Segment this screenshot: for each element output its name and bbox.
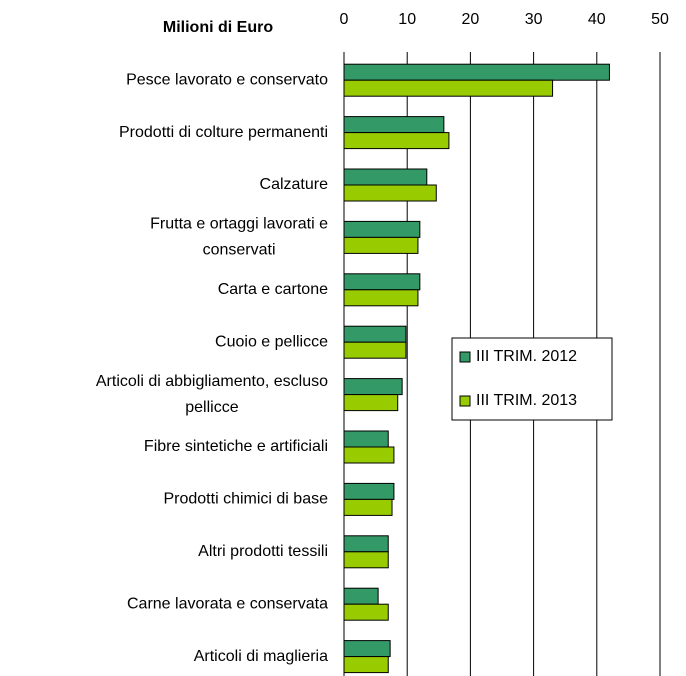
bar: [343, 482, 395, 500]
y-tick-label: conservati: [203, 242, 276, 259]
x-tick-label: 20: [462, 11, 480, 28]
bar: [343, 289, 419, 307]
x-tick-label: 0: [340, 11, 349, 28]
y-tick-label: Altri prodotti tessili: [198, 543, 328, 560]
bar: [343, 535, 389, 553]
y-tick-label: Calzature: [260, 176, 329, 193]
y-tick-label: Articoli di maglieria: [194, 648, 328, 665]
legend-label: III TRIM. 2013: [476, 392, 577, 409]
y-tick-label: Carne lavorata e conservata: [127, 595, 328, 612]
legend-swatch: [459, 395, 471, 407]
y-tick-label: pellicce: [185, 399, 238, 416]
bar: [343, 184, 437, 202]
bar: [343, 394, 399, 412]
x-tick-label: 50: [651, 11, 669, 28]
bar: [343, 656, 389, 674]
bar: [343, 236, 419, 254]
bar: [343, 168, 428, 186]
y-tick-label: Prodotti di colture permanenti: [119, 124, 328, 141]
y-tick-label: Carta e cartone: [218, 281, 328, 298]
legend-label: III TRIM. 2012: [476, 348, 577, 365]
bar: [343, 446, 395, 464]
x-tick-label: 10: [398, 11, 416, 28]
bar: [343, 132, 450, 150]
y-tick-label: Prodotti chimici di base: [163, 491, 328, 508]
y-tick-label: Frutta e ortaggi lavorati e: [150, 216, 328, 233]
y-tick-label: Cuoio e pellicce: [215, 333, 328, 350]
bar: [343, 378, 403, 396]
bar: [343, 273, 421, 291]
x-tick-label: 30: [525, 11, 543, 28]
bar: [343, 430, 389, 448]
bar: [343, 551, 389, 569]
bar: [343, 640, 391, 658]
legend-box: [451, 337, 613, 421]
bar: [343, 498, 393, 516]
x-tick-label: 40: [588, 11, 606, 28]
y-tick-label: Pesce lavorato e conservato: [126, 71, 328, 88]
y-tick-label: Fibre sintetiche e artificiali: [144, 438, 328, 455]
bar: [343, 63, 610, 81]
bar: [343, 341, 407, 359]
chart-title: Milioni di Euro: [163, 19, 273, 36]
bar: [343, 79, 554, 97]
bar: [343, 116, 445, 134]
legend-swatch: [459, 351, 471, 363]
y-tick-label: Articoli di abbigliamento, escluso: [96, 373, 328, 390]
bar: [343, 587, 379, 605]
bar: [343, 220, 421, 238]
bar: [343, 603, 389, 621]
bar: [343, 325, 407, 343]
